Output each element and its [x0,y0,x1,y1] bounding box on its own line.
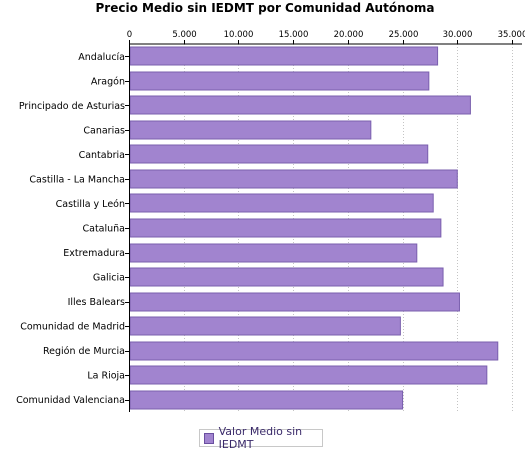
category-label: Aragón [91,76,125,87]
bar [129,144,429,164]
category-label: Principado de Asturias [19,101,125,112]
category-label: Canarias [83,125,125,136]
category-label: Comunidad Valenciana [16,395,125,406]
bar [129,365,488,385]
bar [129,267,444,287]
bar [129,169,458,189]
bar [129,218,442,238]
bar [129,120,372,140]
category-label: Región de Murcia [43,346,125,357]
x-tick-label: 35.000 [498,30,525,40]
category-label: Castilla y León [56,199,125,210]
category-label: Galicia [93,273,125,284]
bar [129,316,401,336]
legend: Valor Medio sin IEDMT [199,425,323,451]
axis-layer: 0 5.000 10.000 15.000 20.000 25.000 30.000 35.0… [16,30,525,412]
x-tick-label: 25.000 [389,30,419,40]
bar [129,292,460,312]
bar [129,341,499,361]
category-label: Cataluña [82,224,125,235]
category-label: Illes Balears [68,297,125,308]
category-label: Comunidad de Madrid [20,322,125,333]
bar [129,193,434,213]
bar [129,46,439,66]
bar [129,71,430,91]
x-tick-label: 15.000 [279,30,309,40]
x-tick-label: 10.000 [224,30,254,40]
bar [129,95,471,115]
bar [129,243,418,263]
x-tick-label: 20.000 [334,30,364,40]
category-label: La Rioja [87,371,125,382]
bar-layer [129,46,499,410]
x-tick-label: 30.000 [443,30,473,40]
chart-title: Precio Medio sin IEDMT por Comunidad Aut… [95,1,435,15]
bar [129,390,404,410]
category-label: Castilla - La Mancha [29,174,125,185]
x-tick-label: 5.000 [172,30,196,40]
category-label: Andalucía [78,52,125,63]
legend-swatch [204,432,214,444]
category-label: Extremadura [63,248,125,259]
category-label: Cantabria [79,150,125,161]
legend-label: Valor Medio sin IEDMT [218,425,303,451]
x-tick-label: 0 [127,30,132,40]
